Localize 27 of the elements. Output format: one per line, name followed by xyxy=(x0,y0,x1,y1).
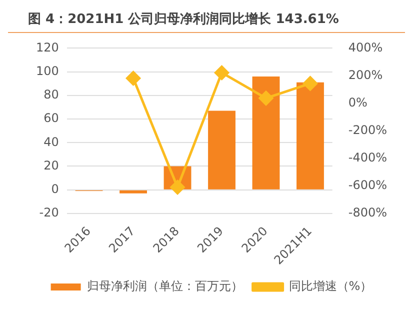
y-tick-label: -20 xyxy=(39,206,59,220)
y-tick-label: 100 xyxy=(36,64,59,78)
y2-tick-label: 0% xyxy=(348,95,368,110)
y2-tick-label: 400% xyxy=(348,40,383,54)
y2-tick-label: 200% xyxy=(348,68,383,82)
y2-tick-label: -800% xyxy=(348,206,388,220)
point xyxy=(170,180,185,195)
y-tick-label: 40 xyxy=(44,134,59,149)
y2-tick-label: -400% xyxy=(348,150,388,164)
point xyxy=(214,65,230,80)
point xyxy=(126,70,141,86)
point xyxy=(302,76,318,91)
bar xyxy=(208,110,236,190)
y-tick-label: 80 xyxy=(44,88,59,102)
legend-label: 归母净利润（单位：百万元） xyxy=(86,279,243,294)
y2-tick-label: -200% xyxy=(348,122,388,137)
point xyxy=(258,90,274,106)
y-tick-label: 60 xyxy=(44,111,59,126)
bar xyxy=(252,76,280,190)
y2-tick-label: -600% xyxy=(348,178,388,192)
y-tick-label: 20 xyxy=(44,158,59,172)
bar xyxy=(296,82,324,190)
y-tick-label: 0 xyxy=(51,182,59,196)
y-tick-label: 120 xyxy=(36,40,59,54)
chart-title: 图 4：2021H1 公司归母净利润同比增长 143.61% xyxy=(8,8,405,33)
legend-label: 同比增速（%） xyxy=(288,279,372,294)
bar xyxy=(120,190,147,194)
